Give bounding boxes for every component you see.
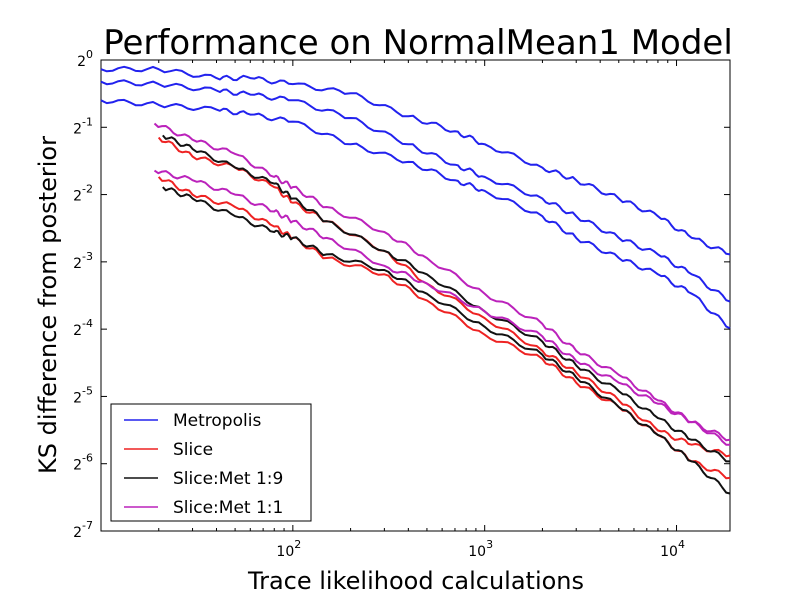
legend-box bbox=[110, 403, 312, 522]
series-line-metropolis-0 bbox=[100, 65, 731, 256]
x-tick-label: 103 bbox=[468, 538, 493, 560]
y-axis-label: KS difference from posterior bbox=[34, 136, 62, 474]
x-axis-label: Trace likelihood calculations bbox=[247, 567, 584, 595]
legend-label-slice-met-1-9: Slice:Met 1:9 bbox=[173, 469, 283, 489]
x-tick-label: 102 bbox=[276, 538, 301, 560]
chart-title: Performance on NormalMean1 Model bbox=[103, 23, 733, 63]
y-tick-label: 2-1 bbox=[73, 115, 93, 137]
y-tick-label: 2-2 bbox=[73, 183, 93, 205]
legend-label-slice-met-1-1: Slice:Met 1:1 bbox=[173, 498, 283, 518]
series-group bbox=[100, 65, 731, 495]
x-tick-label: 104 bbox=[660, 538, 685, 560]
legend-label-metropolis: Metropolis bbox=[173, 411, 261, 431]
legend-label-slice: Slice bbox=[173, 440, 213, 460]
series-line-slice-met-1-9-6 bbox=[162, 186, 731, 495]
legend: Metropolis Slice Slice:Met 1:9 Slice:Met 1:… bbox=[110, 403, 312, 522]
axis-ticks: 20 2-1 2-2 2-3 2-4 2-5 2-6 2-7 102 103 104 bbox=[73, 48, 730, 560]
y-tick-label: 20 bbox=[77, 48, 93, 70]
y-tick-label: 2-7 bbox=[73, 519, 93, 541]
series-line-slice-met-1-9-5 bbox=[162, 134, 730, 463]
y-tick-label: 2-4 bbox=[73, 317, 93, 339]
series-line-slice-met-1-1-8 bbox=[153, 169, 731, 446]
y-tick-label: 2-6 bbox=[73, 452, 93, 474]
y-tick-label: 2-3 bbox=[73, 250, 93, 272]
series-line-metropolis-2 bbox=[100, 98, 731, 330]
series-line-slice-met-1-1-7 bbox=[153, 122, 731, 442]
y-tick-label: 2-5 bbox=[73, 384, 93, 406]
series-line-metropolis-1 bbox=[100, 79, 731, 303]
